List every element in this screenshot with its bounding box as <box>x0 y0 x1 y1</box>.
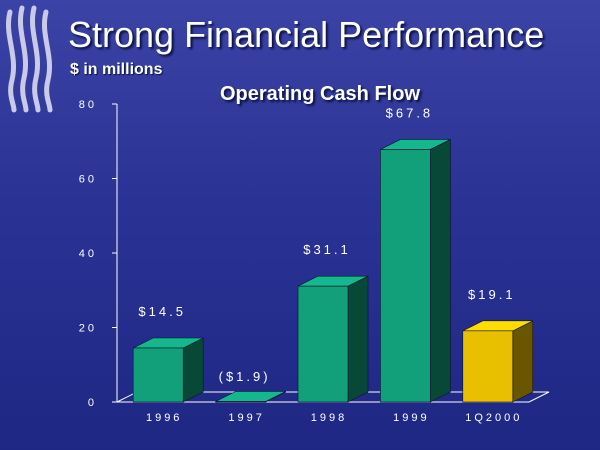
y-tick-label: 0 <box>88 397 97 409</box>
y-tick-label: 80 <box>79 99 97 111</box>
bar-front <box>132 347 184 403</box>
x-tick-label: 1997 <box>228 412 264 424</box>
data-label: ($1.9) <box>219 369 271 384</box>
units-subtitle: $ in millions <box>70 61 163 78</box>
y-tick-label: 60 <box>79 174 97 186</box>
bar-side <box>347 275 369 403</box>
chart-labels: 1996 $14.5 1997 ($1.9) 1998 $31.1 1999 $67.8 1Q2… <box>138 105 522 424</box>
data-label: $67.8 <box>386 105 434 120</box>
chart-bars <box>132 138 534 403</box>
bar-top <box>215 391 286 402</box>
company-logo-icon <box>6 5 53 113</box>
bar-1Q2000 <box>462 320 534 403</box>
bar-side <box>182 337 204 403</box>
data-label: $19.1 <box>468 287 516 302</box>
bar-front <box>462 330 514 403</box>
x-tick-label: 1999 <box>393 412 429 424</box>
x-tick-label: 1996 <box>146 412 182 424</box>
y-tick-label: 20 <box>79 323 97 335</box>
bar-front <box>215 401 266 403</box>
bar-1998 <box>297 275 369 403</box>
bar-side <box>512 320 534 403</box>
slide-title: Strong Financial Performance <box>68 14 545 55</box>
chart-title: Operating Cash Flow <box>219 83 421 105</box>
bar-side <box>430 138 451 403</box>
y-tick-label: 40 <box>79 248 97 260</box>
bar-front <box>380 149 431 403</box>
data-label: $14.5 <box>138 304 186 319</box>
bar-1996 <box>132 337 204 403</box>
x-tick-label: 1Q2000 <box>465 412 522 424</box>
bar-front <box>297 285 349 403</box>
bar-1997 <box>215 391 286 403</box>
x-tick-label: 1998 <box>311 412 347 424</box>
data-label: $31.1 <box>303 242 351 257</box>
bar-1999 <box>380 138 451 403</box>
